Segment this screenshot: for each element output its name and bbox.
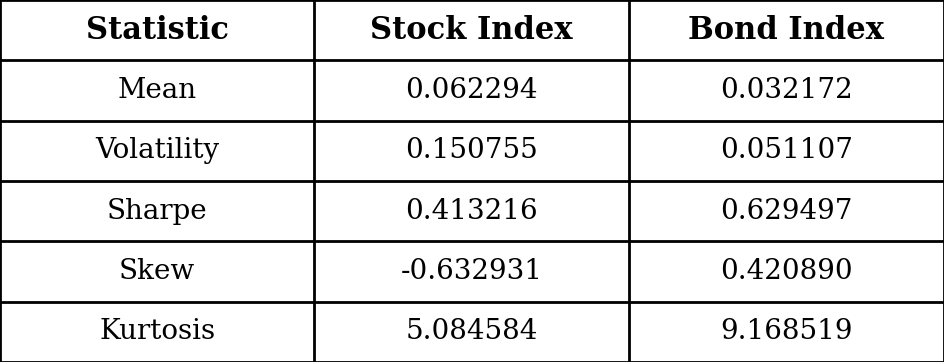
Text: Bond Index: Bond Index — [688, 15, 885, 46]
Text: 5.084584: 5.084584 — [405, 318, 538, 345]
Text: 0.051107: 0.051107 — [720, 137, 852, 164]
Text: 9.168519: 9.168519 — [720, 318, 852, 345]
Text: 0.062294: 0.062294 — [405, 77, 538, 104]
Text: Stock Index: Stock Index — [370, 15, 573, 46]
Text: 0.150755: 0.150755 — [405, 137, 538, 164]
Text: Statistic: Statistic — [86, 15, 228, 46]
Text: Sharpe: Sharpe — [107, 198, 208, 225]
Text: 0.032172: 0.032172 — [720, 77, 852, 104]
Text: Volatility: Volatility — [95, 137, 219, 164]
Text: 0.413216: 0.413216 — [405, 198, 538, 225]
Text: Skew: Skew — [119, 258, 195, 285]
Text: Kurtosis: Kurtosis — [99, 318, 215, 345]
Text: -0.632931: -0.632931 — [400, 258, 543, 285]
Text: Mean: Mean — [118, 77, 196, 104]
Text: 0.629497: 0.629497 — [720, 198, 852, 225]
Text: 0.420890: 0.420890 — [720, 258, 852, 285]
